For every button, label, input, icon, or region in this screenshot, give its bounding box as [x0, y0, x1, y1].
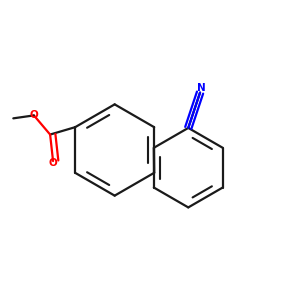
Text: N: N — [197, 83, 206, 93]
Text: O: O — [30, 110, 39, 120]
Text: O: O — [48, 158, 57, 168]
